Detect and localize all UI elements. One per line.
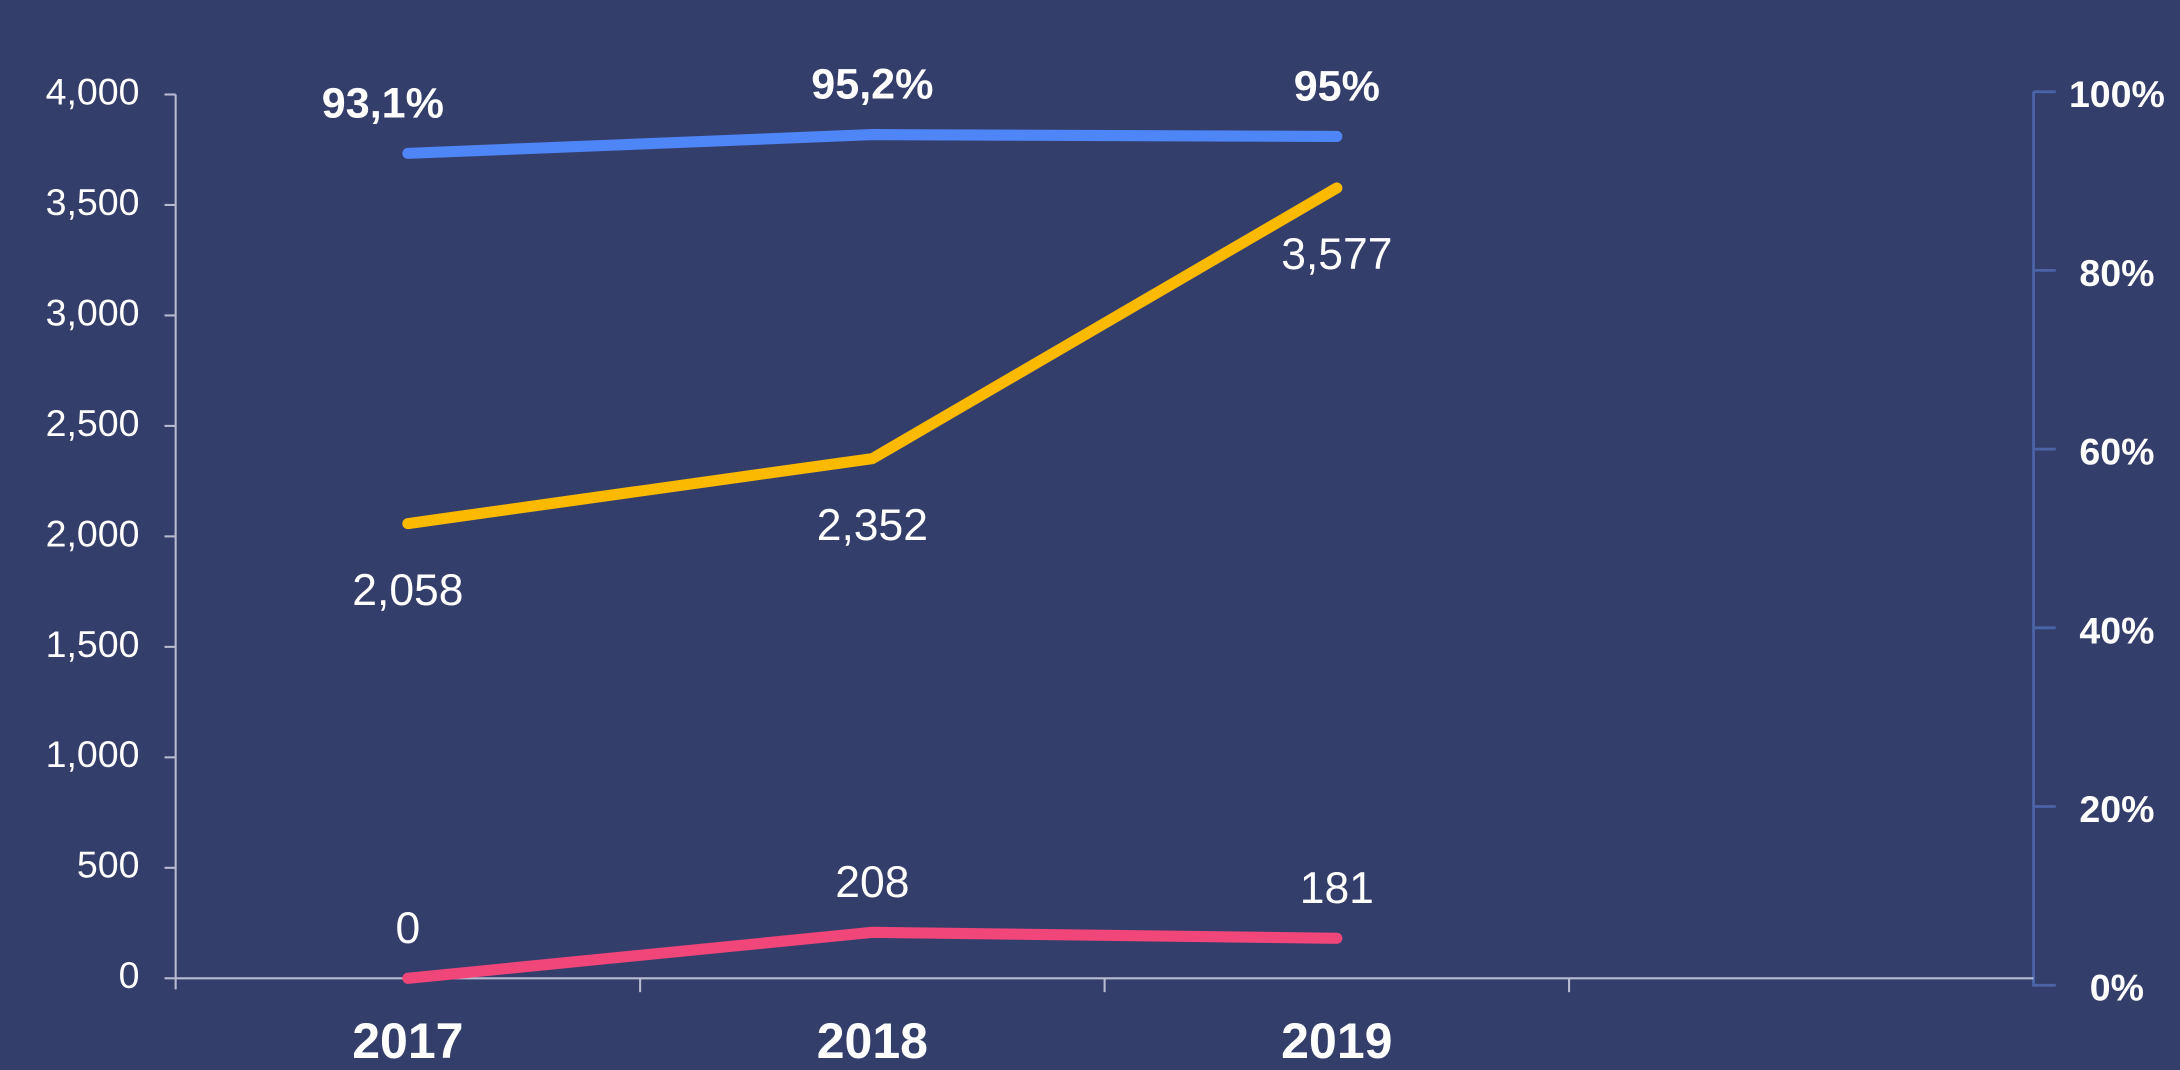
y2-tick-label: 60% <box>2079 431 2154 473</box>
y-tick-label: 0 <box>119 954 140 996</box>
y-tick-label: 500 <box>77 844 140 886</box>
y-tick-label: 1,500 <box>46 623 140 665</box>
series-line <box>402 129 1343 159</box>
data-label: 3,577 <box>1281 230 1392 279</box>
y2-tick-label: 0% <box>2090 967 2144 1009</box>
data-label: 2,058 <box>352 566 463 615</box>
y2-tick-label: 40% <box>2079 609 2154 651</box>
data-label: 93,1% <box>322 79 444 127</box>
y-tick-label: 4,000 <box>46 70 140 112</box>
data-label: 95,2% <box>811 61 933 109</box>
data-label: 95% <box>1294 63 1380 111</box>
y-tick-label: 1,000 <box>46 733 140 775</box>
series-line <box>402 182 1343 530</box>
x-tick-label: 2018 <box>817 1013 928 1069</box>
y-tick-label: 2,000 <box>46 512 140 554</box>
data-label: 0 <box>396 904 421 953</box>
y-tick-label: 2,500 <box>46 402 140 444</box>
y2-tick-label: 20% <box>2079 788 2154 830</box>
y-tick-label: 3,000 <box>46 291 140 333</box>
data-label: 181 <box>1300 864 1374 913</box>
x-tick-label: 2017 <box>352 1013 463 1069</box>
series-line <box>402 926 1343 984</box>
y2-tick-label: 100% <box>2069 73 2165 115</box>
x-tick-label: 2019 <box>1281 1013 1392 1069</box>
data-label: 208 <box>835 858 909 907</box>
data-label: 2,352 <box>817 501 928 550</box>
y2-tick-label: 80% <box>2079 252 2154 294</box>
y-tick-label: 3,500 <box>46 181 140 223</box>
